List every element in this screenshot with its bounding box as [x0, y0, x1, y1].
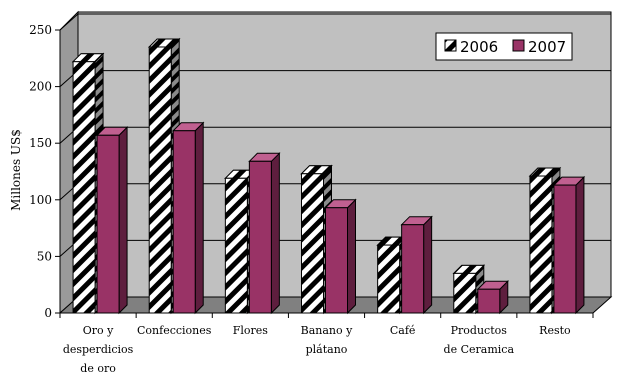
bar-side	[347, 198, 356, 315]
bar-2007-4	[400, 215, 433, 315]
bar-front	[172, 130, 196, 314]
bar-front	[377, 244, 401, 314]
legend: 2006 2007	[435, 32, 573, 61]
bar-front	[529, 175, 553, 314]
legend-swatch-2007	[512, 39, 525, 52]
bar-2007-3	[324, 198, 357, 315]
legend-label-2006: 2006	[460, 38, 498, 56]
y-axis: 0 50 100 150 200 250	[29, 23, 61, 320]
x-category-label-6-line-0: Resto	[539, 324, 571, 337]
x-category-label-5-line-0: Productos	[451, 324, 508, 337]
x-category-label-3-line-1: plátano	[306, 343, 348, 356]
legend-item-2007: 2007	[512, 38, 566, 56]
x-category-label-4-line-0: Café	[390, 324, 416, 337]
bar-front	[453, 272, 477, 314]
x-category-label-5-line-1: de Ceramica	[444, 343, 515, 356]
y-axis-label: Millones US$	[9, 129, 23, 211]
bar-front	[148, 46, 172, 314]
gridline-side-250	[59, 13, 79, 31]
x-category-label-0-line-1: desperdicios	[63, 343, 134, 356]
bar-front	[248, 160, 272, 314]
bar-front	[224, 177, 248, 314]
x-category-label-0-line-0: Oro y	[83, 324, 114, 337]
bar-2007-6	[552, 175, 586, 315]
x-category-label-1-line-0: Confecciones	[137, 324, 212, 337]
bar-front	[96, 134, 120, 314]
x-axis: Oro y desperdicios de oro Confecciones Flore…	[59, 312, 594, 375]
y-tick-label-100: 100	[29, 193, 52, 207]
bar-2007-0	[95, 126, 129, 315]
bar-2007-2	[248, 152, 281, 315]
bar-front	[325, 207, 348, 314]
bar-side	[423, 215, 433, 315]
bar-front	[553, 184, 577, 314]
bar-side	[575, 175, 585, 315]
bar-side	[118, 126, 128, 315]
legend-label-2007: 2007	[528, 38, 566, 56]
bar-front	[301, 173, 324, 314]
bar-side	[270, 152, 280, 315]
y-tick-label-250: 250	[29, 23, 52, 37]
legend-item-2006: 2006	[444, 38, 498, 56]
bar-front	[72, 61, 96, 314]
bar-2007-1	[172, 121, 205, 315]
bar-front	[401, 224, 425, 314]
bar-side	[194, 121, 204, 315]
bar-2007-5	[476, 280, 509, 315]
y-tick-label-150: 150	[29, 136, 52, 150]
y-tick-label-50: 50	[37, 249, 52, 263]
legend-swatch-2006	[444, 39, 457, 52]
x-category-label-2-line-0: Flores	[233, 324, 269, 337]
x-category-label-3-line-0: Banano y	[301, 324, 353, 337]
y-tick-label-0: 0	[44, 306, 52, 320]
x-category-label-0-line-2: de oro	[80, 362, 116, 375]
bar-front	[477, 288, 501, 314]
y-tick-label-200: 200	[29, 80, 52, 94]
bars	[71, 37, 586, 315]
